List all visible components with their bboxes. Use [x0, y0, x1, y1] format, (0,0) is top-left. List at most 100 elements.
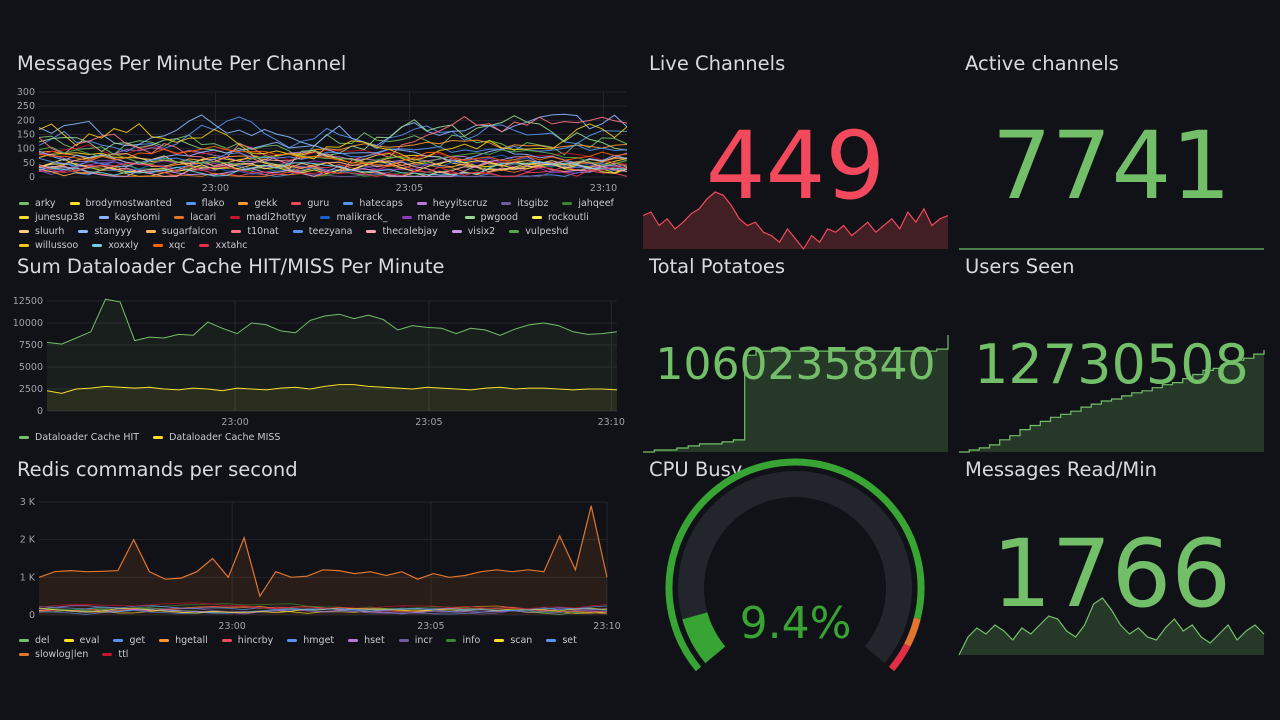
y-tick-label: 50 [23, 158, 35, 169]
sparkline-area [643, 335, 948, 452]
messages-legend: arky brodymostwanted flako gekk guru hatecaps… [19, 198, 619, 251]
series-line [38, 156, 628, 177]
y-tick-label: 5000 [19, 362, 43, 373]
y-tick-label: 100 [17, 144, 35, 155]
legend-item[interactable]: stanyyy [78, 226, 132, 237]
legend-swatch [19, 230, 29, 233]
series-line [38, 115, 628, 166]
legend-swatch [78, 230, 89, 233]
miss-line [46, 384, 618, 394]
legend-item[interactable]: sugarfalcon [145, 226, 218, 237]
legend-item[interactable]: pwgood [464, 212, 518, 223]
legend-item[interactable]: brodymostwanted [69, 198, 172, 209]
legend-item[interactable]: madi2hottyy [230, 212, 306, 223]
legend-item[interactable]: heyyitscruz [416, 198, 487, 209]
legend-swatch [19, 244, 29, 247]
legend-item[interactable]: vulpeshd [509, 226, 568, 237]
legend-swatch [230, 216, 241, 219]
x-tick-label: 23:05 [417, 621, 444, 632]
redis-legend: del eval get hgetall hincrby hmget hset incr inf… [19, 635, 619, 660]
legend-item[interactable]: teezyana [292, 226, 353, 237]
users-seen-sparkline [959, 350, 1265, 453]
redis-chart: 3 K 2 K 1 K 0 23:00 23:05 23:10 [20, 497, 621, 632]
legend-item[interactable]: itsgibz [501, 198, 548, 209]
legend-item[interactable]: junesup38 [19, 212, 85, 223]
legend-item[interactable]: ttl [102, 649, 128, 660]
panel-dataloader-cache[interactable]: Sum Dataloader Cache HIT/MISS Per Minute… [13, 255, 632, 450]
legend-item[interactable]: sluurh [19, 226, 64, 237]
legend-item[interactable]: t10nat [231, 226, 279, 237]
legend-item[interactable]: flako [185, 198, 224, 209]
legend-item[interactable]: info [446, 635, 480, 646]
panel-redis-commands[interactable]: Redis commands per second 3 K 2 K 1 K 0 23:0… [17, 458, 632, 660]
series-line [38, 132, 628, 160]
legend-item[interactable]: rockoutli [532, 212, 589, 223]
legend-swatch [185, 202, 196, 205]
legend-item[interactable]: mande [401, 212, 451, 223]
legend-item[interactable]: hset [348, 635, 385, 646]
y-tick-label: 12500 [13, 296, 43, 307]
legend-item[interactable]: thecalebjay [366, 226, 438, 237]
legend-item[interactable]: Dataloader Cache MISS [153, 432, 280, 443]
legend-item[interactable]: guru [291, 198, 329, 209]
legend-item[interactable]: del [19, 635, 50, 646]
panel-title: Sum Dataloader Cache HIT/MISS Per Minute [17, 255, 445, 278]
legend-swatch [63, 639, 74, 642]
legend-label: slowlog|len [35, 649, 89, 660]
legend-item[interactable]: lacari [174, 212, 216, 223]
legend-item[interactable]: kayshomi [98, 212, 160, 223]
total-potatoes-value: 1060235840 [655, 339, 936, 390]
y-tick-label: 2 K [20, 535, 36, 546]
panel-users-seen[interactable]: Users Seen 12730508 [959, 255, 1265, 453]
panel-active-channels[interactable]: Active channels 7741 [959, 52, 1264, 250]
threshold-orange [904, 617, 921, 647]
panel-cpu-busy[interactable]: CPU Busy 9.4% [643, 458, 948, 672]
panel-title: Live Channels [649, 52, 786, 75]
series-line [38, 151, 628, 169]
legend-item[interactable]: scan [494, 635, 532, 646]
panel-title: Messages Per Minute Per Channel [17, 52, 347, 75]
slowlog-line [38, 505, 608, 598]
panel-messages-per-minute[interactable]: Messages Per Minute Per Channel 300 250 20… [17, 52, 632, 251]
legend-swatch [348, 639, 359, 642]
legend-item[interactable]: set [546, 635, 577, 646]
legend-item[interactable]: xqc [152, 240, 185, 251]
legend-label: sugarfalcon [161, 226, 218, 237]
legend-item[interactable]: hincrby [221, 635, 273, 646]
legend-item[interactable]: eval [63, 635, 99, 646]
legend-label: hset [364, 635, 385, 646]
panel-live-channels[interactable]: Live Channels 449 [642, 52, 949, 251]
legend-swatch [19, 639, 29, 642]
messages-chart: 300 250 200 150 100 50 0 23:00 23:05 23:10 [17, 87, 628, 194]
legend-item[interactable]: get [113, 635, 145, 646]
panel-title: Redis commands per second [17, 458, 298, 481]
panel-messages-read[interactable]: Messages Read/Min 1766 [958, 458, 1265, 658]
legend-item[interactable]: xoxxly [92, 240, 139, 251]
legend-item[interactable]: gekk [238, 198, 277, 209]
legend-swatch [546, 639, 557, 642]
gauge-track [678, 470, 912, 664]
legend-item[interactable]: visix2 [451, 226, 495, 237]
legend-label: rockoutli [548, 212, 589, 223]
legend-item[interactable]: Dataloader Cache HIT [19, 432, 139, 443]
legend-item[interactable]: incr [398, 635, 432, 646]
legend-item[interactable]: arky [19, 198, 56, 209]
legend-item[interactable]: slowlog|len [19, 649, 88, 660]
legend-label: teezyana [308, 226, 353, 237]
legend-label: mande [417, 212, 451, 223]
legend-item[interactable]: xxtahc [199, 240, 248, 251]
legend-item[interactable]: willussoo [19, 240, 78, 251]
series-line [38, 607, 608, 614]
hit-area [47, 299, 617, 411]
x-tick-label: 23:10 [598, 417, 625, 428]
legend-label: Dataloader Cache HIT [35, 432, 140, 443]
legend-item[interactable]: malikrack_ [320, 212, 388, 223]
legend-item[interactable]: hatecaps [343, 198, 403, 209]
legend-item[interactable]: jahqeef [562, 198, 614, 209]
panel-total-potatoes[interactable]: Total Potatoes 1060235840 [643, 255, 949, 453]
legend-swatch [416, 202, 427, 205]
legend-item[interactable]: hmget [287, 635, 334, 646]
legend-item[interactable]: hgetall [159, 635, 208, 646]
y-tick-label: 0 [29, 172, 35, 183]
dataloader-legend: Dataloader Cache HIT Dataloader Cache MIS… [19, 432, 619, 443]
